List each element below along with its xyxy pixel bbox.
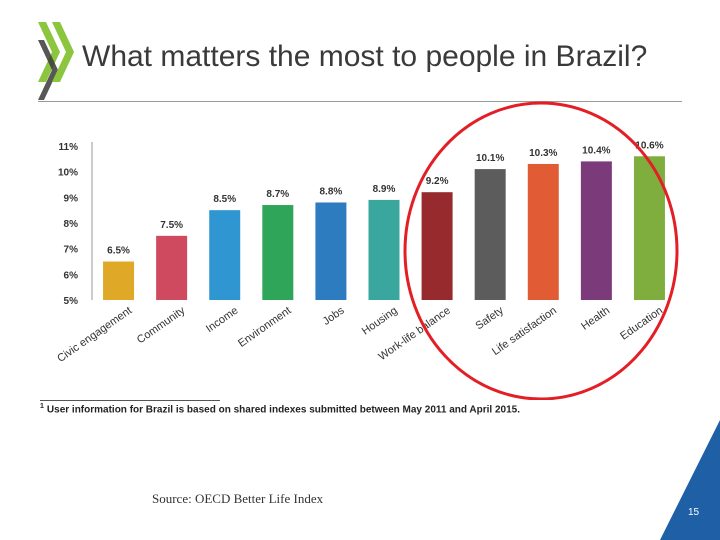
data-label: 6.5% [107,246,130,257]
oecd-logo [38,22,74,100]
category-label: Jobs [321,304,347,327]
data-label: 10.6% [635,140,663,151]
highlight-circle [403,101,679,400]
bar [527,163,559,300]
y-tick-label: 9% [64,193,79,204]
category-label: Community [135,304,188,346]
source-text: Source: OECD Better Life Index [152,491,324,506]
category-label: Safety [473,304,506,332]
y-tick-label: 6% [64,270,79,281]
bar [262,205,294,300]
y-tick-label: 10% [58,168,78,179]
data-label: 9.2% [426,176,449,187]
bar-chart: 5% 6% 7% 8% 9% 10% 11% 6.5% Civic engagement 7.5%… [55,101,679,400]
data-label: 10.3% [529,148,557,159]
bar [580,161,612,300]
title-divider [38,101,682,102]
data-label: 8.7% [266,189,289,200]
category-label: Health [579,305,612,333]
footnote-marker: 1 [40,403,44,410]
page-title: What matters the most to people in Brazi… [82,40,648,73]
bar [368,199,400,300]
data-label: 8.5% [213,194,236,205]
y-tick-label: 11% [59,142,79,153]
category-label: Civic engagement [55,305,134,365]
logo-chevron-dark [38,40,58,100]
page-number: 15 [688,507,700,518]
data-label: 8.8% [320,186,343,197]
bar [315,202,347,300]
bar [474,169,506,300]
footnote-divider [40,400,220,401]
corner-decoration [660,420,720,540]
bar [421,192,453,300]
bar [103,261,135,300]
data-label: 7.5% [160,220,183,231]
logo-chevron-green [38,22,60,82]
data-label: 10.1% [476,153,504,164]
y-tick-label: 5% [64,296,79,307]
y-tick-label: 7% [64,245,79,256]
logo-chevron-green-2 [52,22,74,82]
data-label: 8.9% [373,184,396,195]
bar [156,235,188,300]
category-label: Environment [236,305,293,350]
category-label: Income [204,305,240,336]
footnote-text: User information for Brazil is based on … [46,404,521,416]
category-label: Housing [360,305,400,338]
bar [209,210,241,300]
footnote: 1 User information for Brazil is based on… [40,403,520,415]
y-tick-label: 8% [64,219,79,230]
data-label: 10.4% [582,145,610,156]
